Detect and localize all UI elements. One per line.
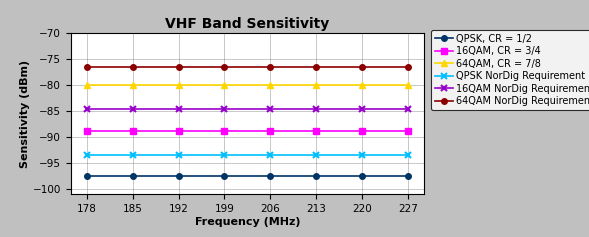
Line: QPSK, CR = 1/2: QPSK, CR = 1/2	[84, 173, 411, 179]
64QAM NorDig Requirement	[175, 66, 182, 68]
Line: 64QAM NorDig Requirement: 64QAM NorDig Requirement	[84, 64, 411, 70]
16QAM, CR = 3/4	[83, 129, 90, 132]
QPSK NorDig Requirement	[221, 154, 228, 157]
64QAM, CR = 7/8	[405, 84, 412, 87]
16QAM NorDig Requirement	[83, 107, 90, 110]
64QAM NorDig Requirement	[359, 66, 366, 68]
64QAM NorDig Requirement	[267, 66, 274, 68]
Legend: QPSK, CR = 1/2, 16QAM, CR = 3/4, 64QAM, CR = 7/8, QPSK NorDig Requirement, 16QAM: QPSK, CR = 1/2, 16QAM, CR = 3/4, 64QAM, …	[431, 30, 589, 110]
Line: QPSK NorDig Requirement: QPSK NorDig Requirement	[83, 152, 412, 159]
64QAM NorDig Requirement	[405, 66, 412, 68]
QPSK, CR = 1/2	[129, 175, 136, 178]
16QAM, CR = 3/4	[221, 129, 228, 132]
16QAM NorDig Requirement	[359, 107, 366, 110]
64QAM, CR = 7/8	[175, 84, 182, 87]
16QAM, CR = 3/4	[267, 129, 274, 132]
QPSK, CR = 1/2	[221, 175, 228, 178]
Y-axis label: Sensitivity (dBm): Sensitivity (dBm)	[20, 60, 30, 168]
16QAM, CR = 3/4	[175, 129, 182, 132]
QPSK, CR = 1/2	[175, 175, 182, 178]
64QAM, CR = 7/8	[267, 84, 274, 87]
QPSK, CR = 1/2	[83, 175, 90, 178]
16QAM NorDig Requirement	[313, 107, 320, 110]
64QAM NorDig Requirement	[221, 66, 228, 68]
QPSK NorDig Requirement	[359, 154, 366, 157]
QPSK NorDig Requirement	[175, 154, 182, 157]
X-axis label: Frequency (MHz): Frequency (MHz)	[194, 217, 300, 227]
QPSK, CR = 1/2	[359, 175, 366, 178]
16QAM, CR = 3/4	[405, 129, 412, 132]
QPSK, CR = 1/2	[405, 175, 412, 178]
64QAM, CR = 7/8	[221, 84, 228, 87]
64QAM NorDig Requirement	[129, 66, 136, 68]
16QAM NorDig Requirement	[221, 107, 228, 110]
16QAM, CR = 3/4	[313, 129, 320, 132]
16QAM NorDig Requirement	[175, 107, 182, 110]
QPSK NorDig Requirement	[405, 154, 412, 157]
64QAM, CR = 7/8	[313, 84, 320, 87]
64QAM NorDig Requirement	[83, 66, 90, 68]
QPSK NorDig Requirement	[83, 154, 90, 157]
QPSK, CR = 1/2	[313, 175, 320, 178]
QPSK NorDig Requirement	[313, 154, 320, 157]
QPSK NorDig Requirement	[267, 154, 274, 157]
Title: VHF Band Sensitivity: VHF Band Sensitivity	[166, 17, 329, 31]
16QAM, CR = 3/4	[129, 129, 136, 132]
Line: 16QAM NorDig Requirement: 16QAM NorDig Requirement	[83, 105, 412, 112]
16QAM NorDig Requirement	[405, 107, 412, 110]
64QAM, CR = 7/8	[129, 84, 136, 87]
Line: 64QAM, CR = 7/8: 64QAM, CR = 7/8	[84, 82, 411, 88]
64QAM, CR = 7/8	[359, 84, 366, 87]
16QAM NorDig Requirement	[267, 107, 274, 110]
QPSK, CR = 1/2	[267, 175, 274, 178]
16QAM, CR = 3/4	[359, 129, 366, 132]
16QAM NorDig Requirement	[129, 107, 136, 110]
Line: 16QAM, CR = 3/4: 16QAM, CR = 3/4	[84, 128, 411, 134]
64QAM, CR = 7/8	[83, 84, 90, 87]
QPSK NorDig Requirement	[129, 154, 136, 157]
64QAM NorDig Requirement	[313, 66, 320, 68]
